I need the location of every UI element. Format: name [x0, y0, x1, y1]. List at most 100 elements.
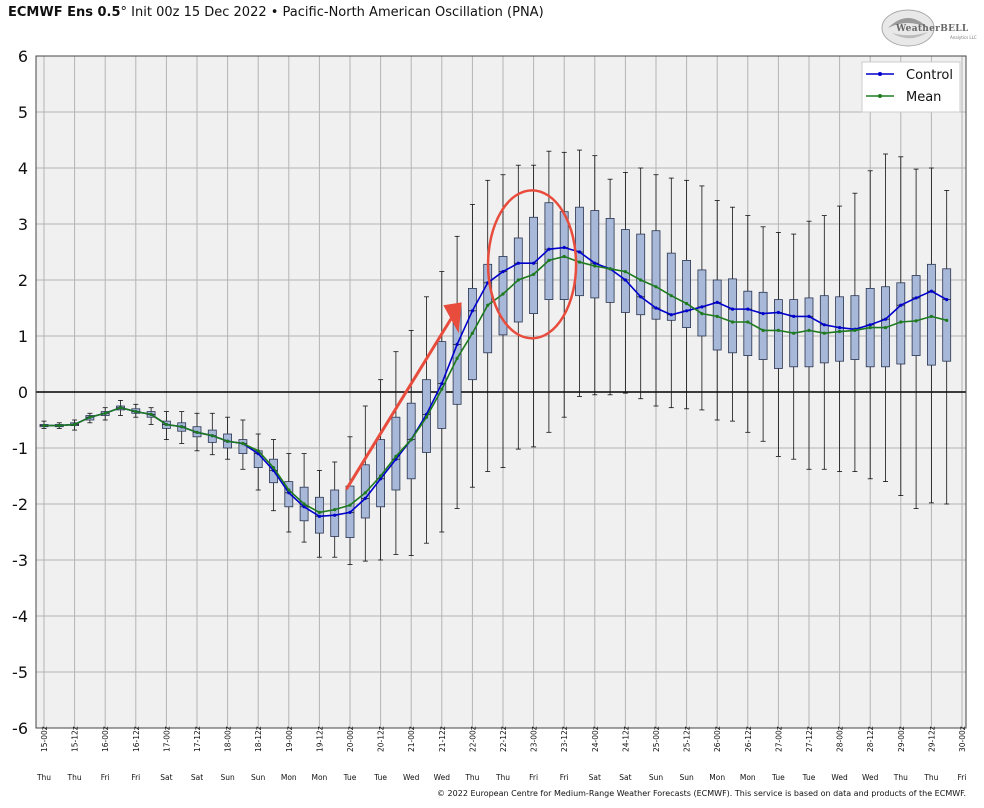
control-point — [623, 278, 628, 282]
x-tick-label: 26-12z — [744, 726, 753, 752]
mean-point — [348, 503, 352, 507]
day-label: Fri — [101, 773, 110, 782]
legend-label-mean: Mean — [906, 90, 941, 105]
control-point — [639, 295, 643, 299]
x-tick-label: 15-12z — [71, 726, 80, 752]
x-tick-label: 20-00z — [346, 726, 355, 752]
control-point — [746, 307, 750, 311]
y-tick-label: 0 — [18, 383, 28, 402]
mean-point — [868, 326, 872, 330]
control-point — [363, 496, 367, 500]
x-tick-label: 22-12z — [499, 726, 508, 752]
ensemble-box — [697, 269, 707, 337]
control-point — [761, 312, 765, 316]
control-point — [470, 309, 474, 313]
control-point — [287, 491, 291, 495]
plot-border — [35, 55, 967, 729]
y-tick-label: 5 — [18, 103, 28, 122]
mean-point — [593, 264, 597, 268]
x-tick-label: 25-12z — [683, 726, 692, 752]
x-tick-label: 24-12z — [621, 726, 630, 752]
legend-label-control: Control — [906, 68, 953, 83]
ensemble-box — [544, 202, 554, 300]
ensemble-box — [774, 299, 783, 369]
mean-point — [853, 328, 857, 332]
annotation-arrow-head — [443, 302, 462, 334]
logo-subtext: Analytics LLC — [950, 35, 977, 40]
control-point — [945, 298, 949, 302]
day-label: Thu — [893, 773, 908, 782]
control-point — [455, 342, 459, 346]
ensemble-box — [605, 217, 615, 303]
day-label: Thu — [67, 773, 82, 782]
mean-point — [822, 331, 826, 335]
x-tick-label: 29-00z — [897, 726, 906, 752]
y-tick-label: -4 — [12, 607, 28, 626]
day-label: Wed — [403, 773, 420, 782]
ensemble-box — [942, 268, 952, 362]
day-label: Wed — [862, 773, 879, 782]
day-label: Sat — [619, 773, 631, 782]
ensemble-box — [804, 297, 814, 368]
ensemble-box — [636, 233, 646, 316]
degree-symbol: ° — [120, 5, 128, 20]
x-tick-label: 18-12z — [254, 726, 263, 752]
mean-point — [409, 438, 413, 442]
control-point — [547, 247, 551, 251]
mean-point — [562, 254, 566, 259]
mean-point — [287, 488, 291, 492]
control-point — [776, 310, 781, 315]
control-point — [593, 261, 597, 265]
day-label: Wed — [434, 773, 451, 782]
ensemble-box — [590, 210, 600, 299]
mean-point — [379, 474, 383, 478]
y-tick-label: -1 — [12, 439, 28, 458]
mean-point — [547, 258, 551, 262]
control-point — [532, 261, 536, 265]
x-tick-label: 26-00z — [713, 726, 722, 752]
mean-point — [424, 415, 429, 419]
day-label: Sun — [679, 773, 694, 782]
day-label: Thu — [464, 773, 479, 782]
control-point — [807, 314, 811, 318]
x-tick-label: 17-12z — [193, 726, 202, 752]
mean-point — [776, 328, 781, 332]
x-tick-label: 15-00z — [40, 726, 49, 752]
annotation-circle — [486, 189, 578, 340]
mean-point — [118, 406, 123, 410]
control-point — [501, 270, 505, 274]
mean-point — [883, 326, 888, 330]
ensemble-box — [850, 295, 860, 360]
mean-point — [899, 320, 903, 324]
control-point — [333, 513, 337, 517]
mean-point — [195, 430, 199, 434]
control-point — [577, 250, 582, 254]
mean-point — [700, 312, 704, 316]
mean-point — [470, 331, 474, 335]
mean-point — [577, 260, 582, 264]
mean-point — [516, 278, 520, 282]
day-label: Tue — [373, 773, 387, 782]
mean-point — [42, 424, 46, 428]
day-label: Wed — [831, 773, 848, 782]
day-label: Sun — [649, 773, 664, 782]
mean-point — [838, 329, 842, 334]
control-point — [516, 261, 520, 265]
mean-point — [685, 301, 689, 306]
ensemble-box — [651, 230, 661, 320]
legend-box — [861, 61, 961, 113]
day-label: Fri — [529, 773, 538, 782]
y-tick-label: 4 — [18, 159, 28, 178]
control-point — [914, 296, 918, 300]
x-tick-label: 21-12z — [438, 726, 447, 752]
mean-point — [180, 425, 184, 429]
ensemble-box — [728, 278, 737, 354]
ensemble-box — [819, 295, 829, 364]
mean-point — [241, 441, 245, 446]
x-tick-label: 16-00z — [101, 726, 110, 752]
day-label: Tue — [771, 773, 785, 782]
mean-point — [746, 320, 750, 324]
day-label: Tue — [343, 773, 357, 782]
mean-point — [440, 387, 444, 391]
